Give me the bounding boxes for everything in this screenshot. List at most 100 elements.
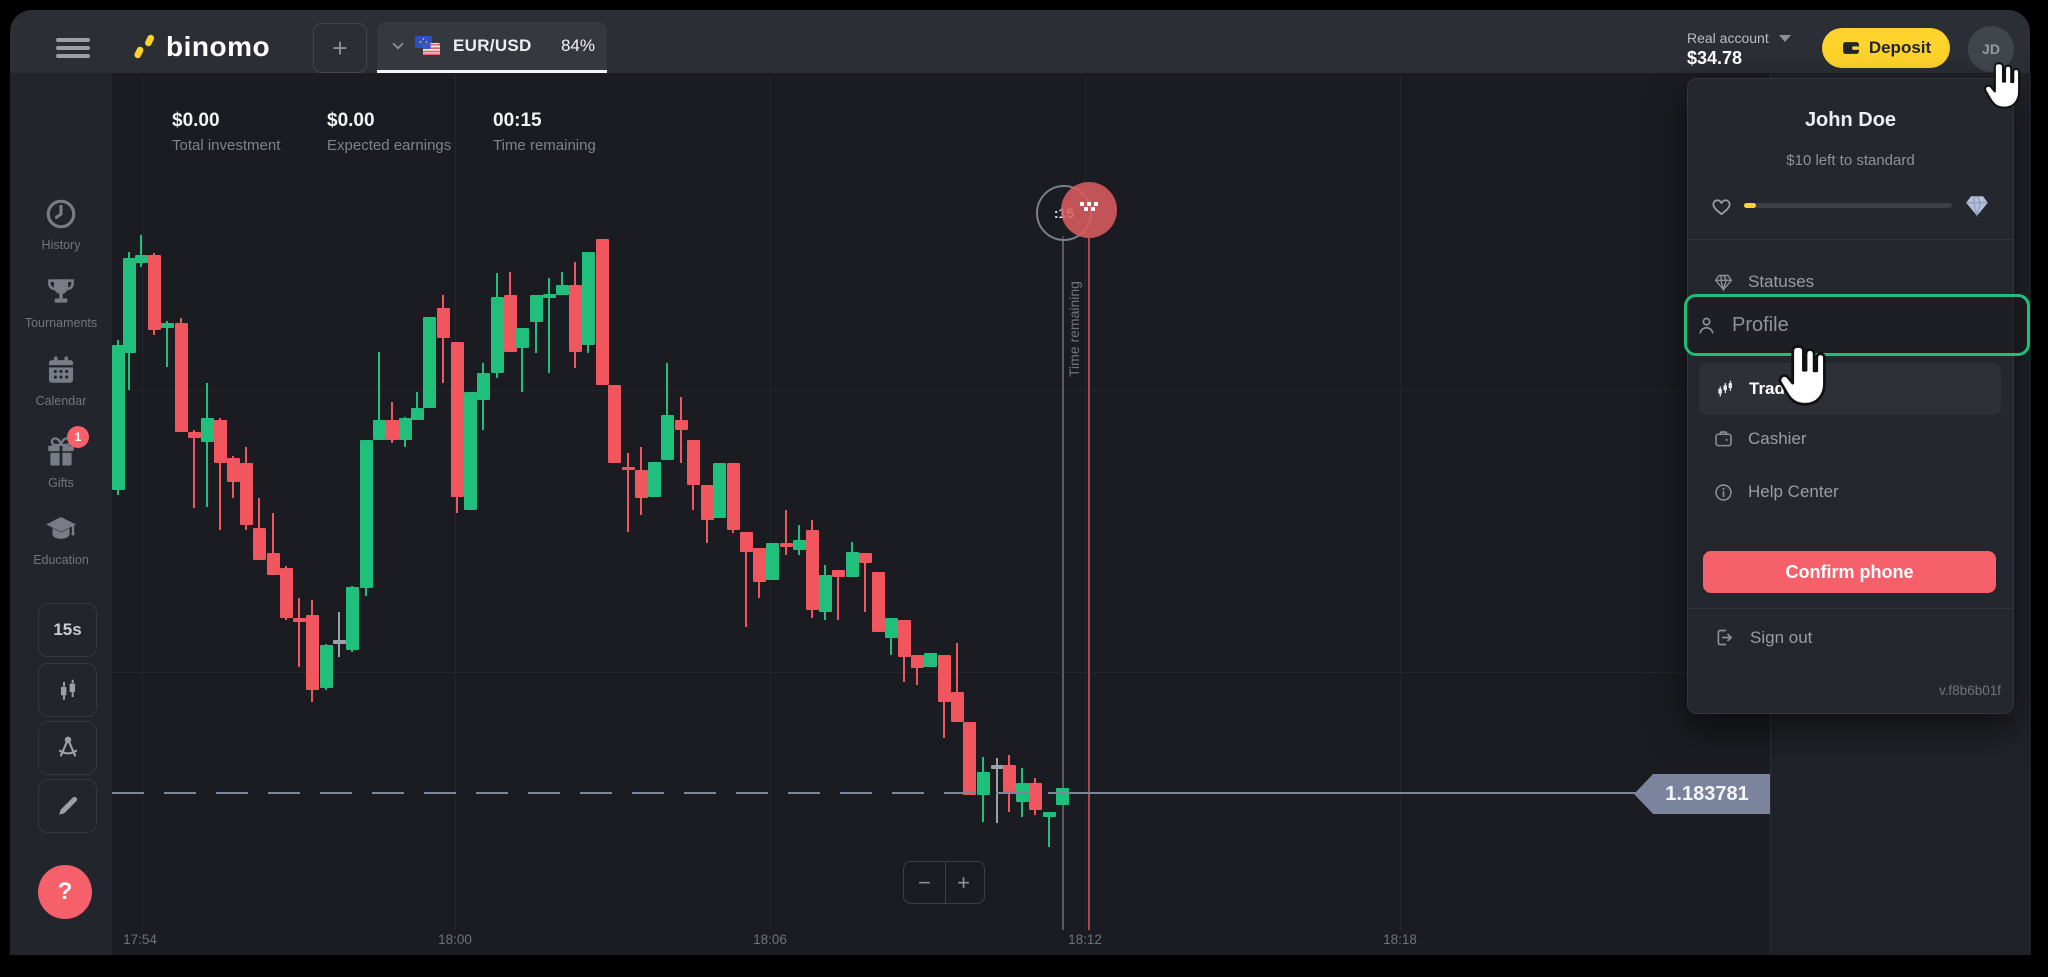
candle-body	[937, 655, 951, 702]
trophy-icon	[44, 275, 78, 309]
candle-body	[990, 765, 1004, 769]
menu-item-help-center[interactable]: Help Center	[1688, 469, 2013, 515]
candle-body	[858, 553, 872, 563]
chart-candles-icon	[1714, 379, 1735, 400]
candle-body	[174, 323, 188, 432]
menu-icon[interactable]	[56, 38, 90, 58]
stat-label: Total investment	[172, 137, 281, 154]
stat-value: $0.00	[172, 110, 220, 131]
status-progress-text: $10 left to standard	[1786, 152, 1915, 169]
deposit-button[interactable]: Deposit	[1822, 28, 1950, 68]
candle-body	[359, 440, 373, 588]
sidebar-item-education[interactable]: Education	[10, 512, 112, 567]
candle-body	[752, 548, 766, 582]
avatar[interactable]: JD	[1968, 26, 2014, 72]
stat-value: $0.00	[327, 110, 375, 131]
candle-body	[686, 440, 700, 485]
sidebar-item-gifts[interactable]: 1 Gifts	[10, 426, 112, 490]
zoom-in-button[interactable]: +	[943, 861, 985, 904]
candle-body	[332, 640, 346, 644]
candle-body	[962, 722, 976, 795]
topbar: binomo + EUR/USD 84% Real account $34.78…	[10, 10, 2030, 73]
sidebar-item-calendar[interactable]: Calendar	[10, 353, 112, 408]
binomo-logo[interactable]: binomo	[130, 30, 270, 64]
candle-body	[147, 255, 161, 330]
add-asset-button[interactable]: +	[313, 23, 367, 73]
hand-cursor-avatar	[1982, 55, 2028, 117]
candle-wick	[298, 598, 300, 667]
stat-label: Time remaining	[493, 137, 596, 154]
menu-item-cashier[interactable]: Cashier	[1688, 416, 2013, 462]
help-button[interactable]: ?	[38, 865, 92, 919]
candle-body	[581, 252, 595, 345]
candle-body	[319, 645, 333, 688]
candle-body	[187, 432, 201, 438]
candle-body	[279, 568, 293, 618]
menu-item-profile[interactable]: Profile	[1684, 294, 2030, 356]
candle-body	[831, 570, 845, 577]
candle-body	[818, 575, 832, 612]
logo-bolt-icon	[130, 31, 158, 63]
candle-body	[555, 285, 569, 295]
checker-square	[1094, 202, 1098, 206]
menu-item-label: Cashier	[1748, 429, 1807, 448]
gem-icon	[1964, 194, 1990, 218]
zoom-out-button[interactable]: −	[903, 861, 946, 904]
trade-finish-flag-icon	[1061, 182, 1117, 238]
sign-out-label: Sign out	[1750, 627, 1813, 647]
indicators-button[interactable]	[38, 663, 97, 717]
candle-body	[463, 392, 477, 510]
info-icon	[1713, 482, 1734, 503]
time-tick-label: 18:18	[1383, 932, 1417, 947]
candle-body	[700, 485, 714, 520]
current-price-line	[1048, 792, 1636, 794]
sidebar: History Tournaments Calendar 1 Gifts Educatio…	[10, 73, 112, 955]
confirm-phone-button[interactable]: Confirm phone	[1703, 551, 1996, 593]
wallet-outline-icon	[1713, 429, 1734, 450]
candle-wick	[548, 278, 550, 373]
annotate-button[interactable]	[38, 779, 97, 833]
candle-body	[621, 467, 635, 470]
checker-square	[1080, 202, 1084, 206]
menu-item-statuses[interactable]: Statuses	[1688, 259, 2013, 305]
candle-body	[529, 295, 543, 322]
candle-wick	[521, 328, 523, 392]
account-switcher[interactable]: Real account $34.78	[1687, 30, 1807, 69]
sidebar-item-history[interactable]: History	[10, 197, 112, 252]
trade-close-line	[1088, 238, 1090, 930]
gridline	[455, 75, 456, 930]
candle-body	[252, 528, 266, 560]
candle-body	[372, 420, 386, 440]
candle-body	[595, 239, 609, 385]
pencil-icon	[55, 793, 81, 819]
candle-wick	[338, 612, 340, 657]
candle-body	[292, 618, 306, 622]
time-tick-label: 18:00	[438, 932, 472, 947]
sidebar-item-label: Education	[33, 553, 89, 567]
candle-wick	[745, 532, 747, 627]
candle-wick	[140, 235, 142, 267]
candle-body	[436, 308, 450, 338]
candle-body	[239, 463, 253, 525]
gift-icon: 1	[44, 426, 89, 469]
candle-wick	[1048, 812, 1050, 847]
drawing-tools-button[interactable]	[38, 721, 97, 775]
asset-tab[interactable]: EUR/USD 84%	[377, 22, 607, 73]
time-tick-label: 17:54	[123, 932, 157, 947]
user-name: John Doe	[1804, 109, 1897, 131]
sign-out-button[interactable]: Sign out	[1714, 627, 1812, 648]
compass-icon	[55, 735, 81, 761]
candle-wick	[206, 383, 208, 507]
calendar-icon	[44, 353, 78, 387]
eur-usd-flags-icon	[415, 34, 443, 58]
sidebar-item-tournaments[interactable]: Tournaments	[10, 275, 112, 330]
asset-payout-label: 84%	[560, 36, 595, 55]
timeframe-label: 15s	[53, 620, 82, 639]
menu-item-trading[interactable]: Trading	[1699, 363, 2001, 415]
graduation-cap-icon	[44, 512, 78, 546]
timeframe-button[interactable]: 15s	[38, 603, 97, 657]
candle-body	[1002, 765, 1016, 792]
candle-body	[805, 530, 819, 610]
menu-item-label: Help Center	[1748, 482, 1839, 501]
checker-square	[1090, 206, 1095, 211]
